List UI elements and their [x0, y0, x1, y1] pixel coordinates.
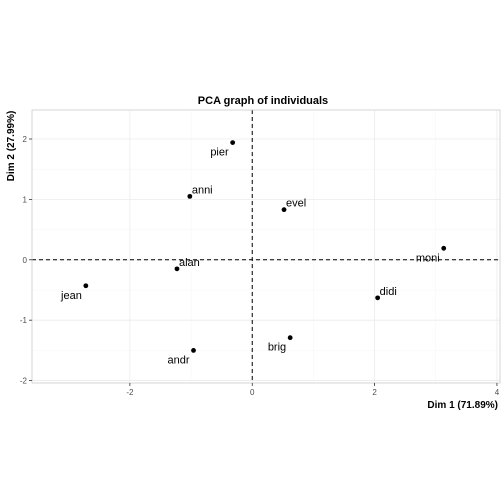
y-tick-label: 0 [23, 256, 28, 265]
point-label-pier: pier [210, 147, 229, 159]
ticks: -2 0 2 4 -2 -1 0 1 2 [20, 135, 500, 397]
point-label-didi: didi [380, 286, 397, 298]
y-tick-label: 2 [23, 135, 28, 144]
point-label-moni: moni [416, 252, 440, 264]
points: pier anni evel moni alan jean didi brig andr [60, 140, 447, 366]
x-tick-label: 2 [372, 388, 377, 397]
point-label-alan: alan [179, 257, 200, 269]
point-label-brig: brig [268, 342, 286, 354]
point-evel [281, 207, 287, 213]
point-label-jean: jean [60, 290, 82, 302]
point-jean [83, 283, 89, 289]
point-label-anni: anni [192, 184, 213, 196]
point-andr [191, 347, 196, 353]
point-didi [375, 295, 381, 301]
y-axis-title: Dim 2 (27.99%) [6, 111, 17, 182]
point-pier [230, 140, 236, 146]
point-moni [441, 245, 447, 251]
x-tick-label: -2 [126, 388, 134, 397]
y-tick-label: 1 [23, 195, 28, 204]
x-axis-title: Dim 1 (71.89%) [427, 400, 498, 411]
point-label-evel: evel [286, 198, 306, 210]
y-tick-label: -1 [20, 316, 28, 325]
chart-title: PCA graph of individuals [198, 95, 328, 107]
panel-border [31, 109, 501, 384]
point-label-andr: andr [167, 354, 189, 366]
x-tick-label: 4 [495, 388, 500, 397]
grid [32, 110, 500, 383]
point-alan [174, 266, 180, 272]
x-tick-label: 0 [250, 388, 255, 397]
y-tick-label: -2 [20, 377, 28, 386]
point-anni [187, 193, 193, 199]
point-brig [287, 335, 293, 341]
reference-lines [32, 110, 500, 383]
